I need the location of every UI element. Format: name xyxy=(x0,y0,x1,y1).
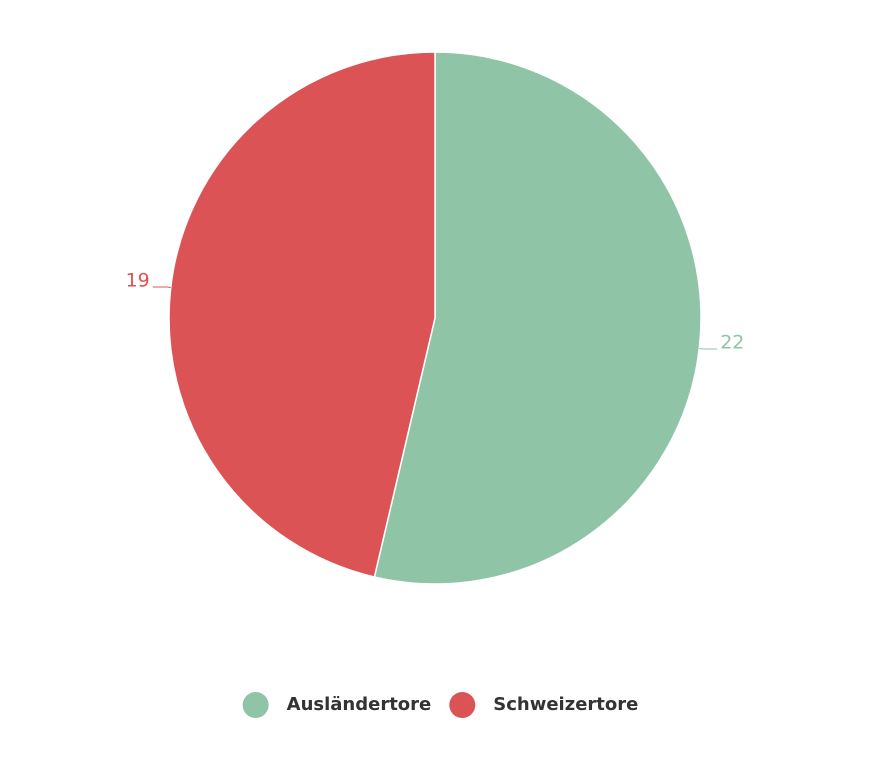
legend-marker xyxy=(449,692,476,718)
pie-slice xyxy=(168,51,436,578)
legend-label: Ausländertore xyxy=(287,694,432,715)
legend-label: Schweizertore xyxy=(493,694,638,715)
data-label: 22 xyxy=(720,331,744,353)
pie-slice xyxy=(373,51,702,585)
data-label: 19 xyxy=(126,270,150,292)
legend-marker xyxy=(242,692,269,718)
